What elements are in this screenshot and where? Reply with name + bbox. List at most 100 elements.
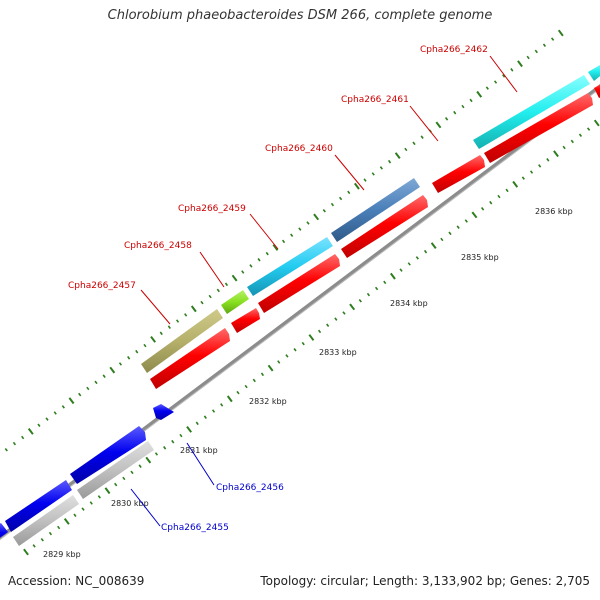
major-tick: [394, 152, 401, 159]
minor-tick: [40, 538, 44, 542]
minor-tick: [562, 145, 566, 150]
gene-arrow-2454[interactable]: [0, 523, 8, 545]
minor-tick: [86, 386, 90, 391]
minor-tick: [122, 476, 126, 481]
tick-label: 2830 kbp: [111, 499, 149, 508]
minor-tick: [216, 288, 220, 293]
minor-tick: [45, 417, 49, 421]
tick-label: 2835 kbp: [461, 253, 499, 262]
major-tick: [313, 213, 320, 221]
minor-tick: [366, 292, 371, 297]
minor-tick: [306, 221, 310, 225]
minor-tick: [546, 158, 550, 162]
minor-tick: [244, 384, 248, 389]
minor-tick: [461, 104, 465, 109]
minor-tick: [97, 495, 101, 499]
major-tick: [190, 305, 197, 313]
minor-tick: [252, 378, 256, 383]
major-tick: [308, 334, 315, 341]
minor-tick: [257, 258, 261, 262]
major-tick: [23, 548, 29, 556]
cog-block-2456: [77, 441, 154, 499]
minor-tick: [89, 501, 93, 505]
minor-tick: [241, 270, 245, 274]
minor-tick: [211, 409, 216, 413]
minor-tick: [387, 159, 392, 164]
forward-strand-track: [150, 82, 600, 389]
minor-tick: [485, 86, 489, 90]
minor-tick: [374, 286, 379, 291]
accession-text: Accession: NC_008639: [8, 574, 145, 588]
gene-arrow-2460[interactable]: [341, 195, 428, 258]
minor-tick: [12, 441, 17, 446]
minor-tick: [143, 343, 147, 348]
minor-tick: [159, 331, 163, 336]
minor-tick: [570, 139, 574, 144]
gene-arrow-2462[interactable]: [484, 93, 593, 163]
gene-arrow-2461[interactable]: [432, 155, 485, 193]
minor-tick: [480, 207, 485, 211]
minor-tick: [317, 329, 322, 334]
gene-label-2459[interactable]: Cpha266_2459: [178, 204, 246, 214]
tick-label: 2832 kbp: [249, 397, 287, 406]
minor-tick: [175, 319, 180, 323]
minor-tick: [420, 135, 424, 139]
gene-label-2460[interactable]: Cpha266_2460: [265, 144, 333, 154]
minor-tick: [526, 55, 530, 60]
minor-tick: [260, 372, 265, 377]
minor-tick: [383, 280, 387, 285]
minor-tick: [338, 196, 343, 201]
minor-tick: [127, 356, 131, 360]
major-tick: [150, 336, 156, 343]
minor-tick: [118, 362, 123, 366]
minor-tick: [399, 268, 403, 272]
map-title: Chlorobium phaeobacteroides DSM 266, com…: [107, 8, 493, 23]
gene-label-2458[interactable]: Cpha266_2458: [124, 241, 192, 251]
minor-tick: [538, 164, 542, 168]
gene-arrow-2463[interactable]: [594, 82, 600, 98]
major-tick: [435, 121, 442, 129]
minor-tick: [578, 133, 583, 137]
tick-labels: 2829 kbp 2830 kbp 2831 kbp 2832 kbp 2833…: [43, 207, 573, 559]
minor-tick: [444, 117, 449, 121]
gene-label-2455[interactable]: Cpha266_2455: [161, 523, 229, 533]
tick-label: 2836 kbp: [535, 207, 573, 216]
tick-label: 2829 kbp: [43, 550, 81, 559]
gene-labels: Cpha266_2457 Cpha266_2458 Cpha266_2459 C…: [68, 45, 488, 533]
minor-tick: [529, 170, 534, 174]
minor-tick: [208, 294, 212, 299]
gene-arrow-small[interactable]: [153, 404, 174, 420]
minor-tick: [53, 411, 57, 415]
minor-tick: [171, 439, 175, 444]
minor-tick: [285, 354, 289, 358]
gene-arrow-2457[interactable]: [150, 328, 230, 389]
major-tick: [63, 517, 70, 525]
minor-tick: [510, 68, 514, 72]
gene-arrow-2456[interactable]: [70, 426, 146, 484]
minor-tick: [293, 348, 297, 352]
gene-label-2462[interactable]: Cpha266_2462: [420, 45, 488, 55]
minor-tick: [334, 317, 338, 321]
gene-label-2461[interactable]: Cpha266_2461: [341, 95, 409, 105]
minor-tick: [521, 176, 525, 180]
minor-tick: [448, 231, 452, 236]
gene-arrow-2455[interactable]: [5, 480, 72, 532]
minor-tick: [440, 237, 444, 242]
minor-tick: [61, 405, 65, 409]
minor-tick: [167, 325, 171, 329]
minor-tick: [586, 127, 591, 131]
gene-label-2456[interactable]: Cpha266_2456: [216, 483, 284, 493]
minor-tick: [78, 392, 82, 397]
gene-arrow-2458[interactable]: [231, 308, 260, 333]
gene-label-2457[interactable]: Cpha266_2457: [68, 281, 136, 291]
gene-arrow-2459[interactable]: [258, 254, 340, 313]
minor-tick: [73, 513, 77, 517]
minor-tick: [489, 200, 493, 205]
minor-tick: [200, 300, 204, 305]
minor-tick: [203, 415, 207, 419]
minor-tick: [379, 166, 383, 170]
minor-tick: [220, 403, 224, 407]
cog-block-2462: [473, 75, 590, 149]
label-leaders: [130, 55, 518, 527]
cog-block-2463: [588, 64, 600, 81]
